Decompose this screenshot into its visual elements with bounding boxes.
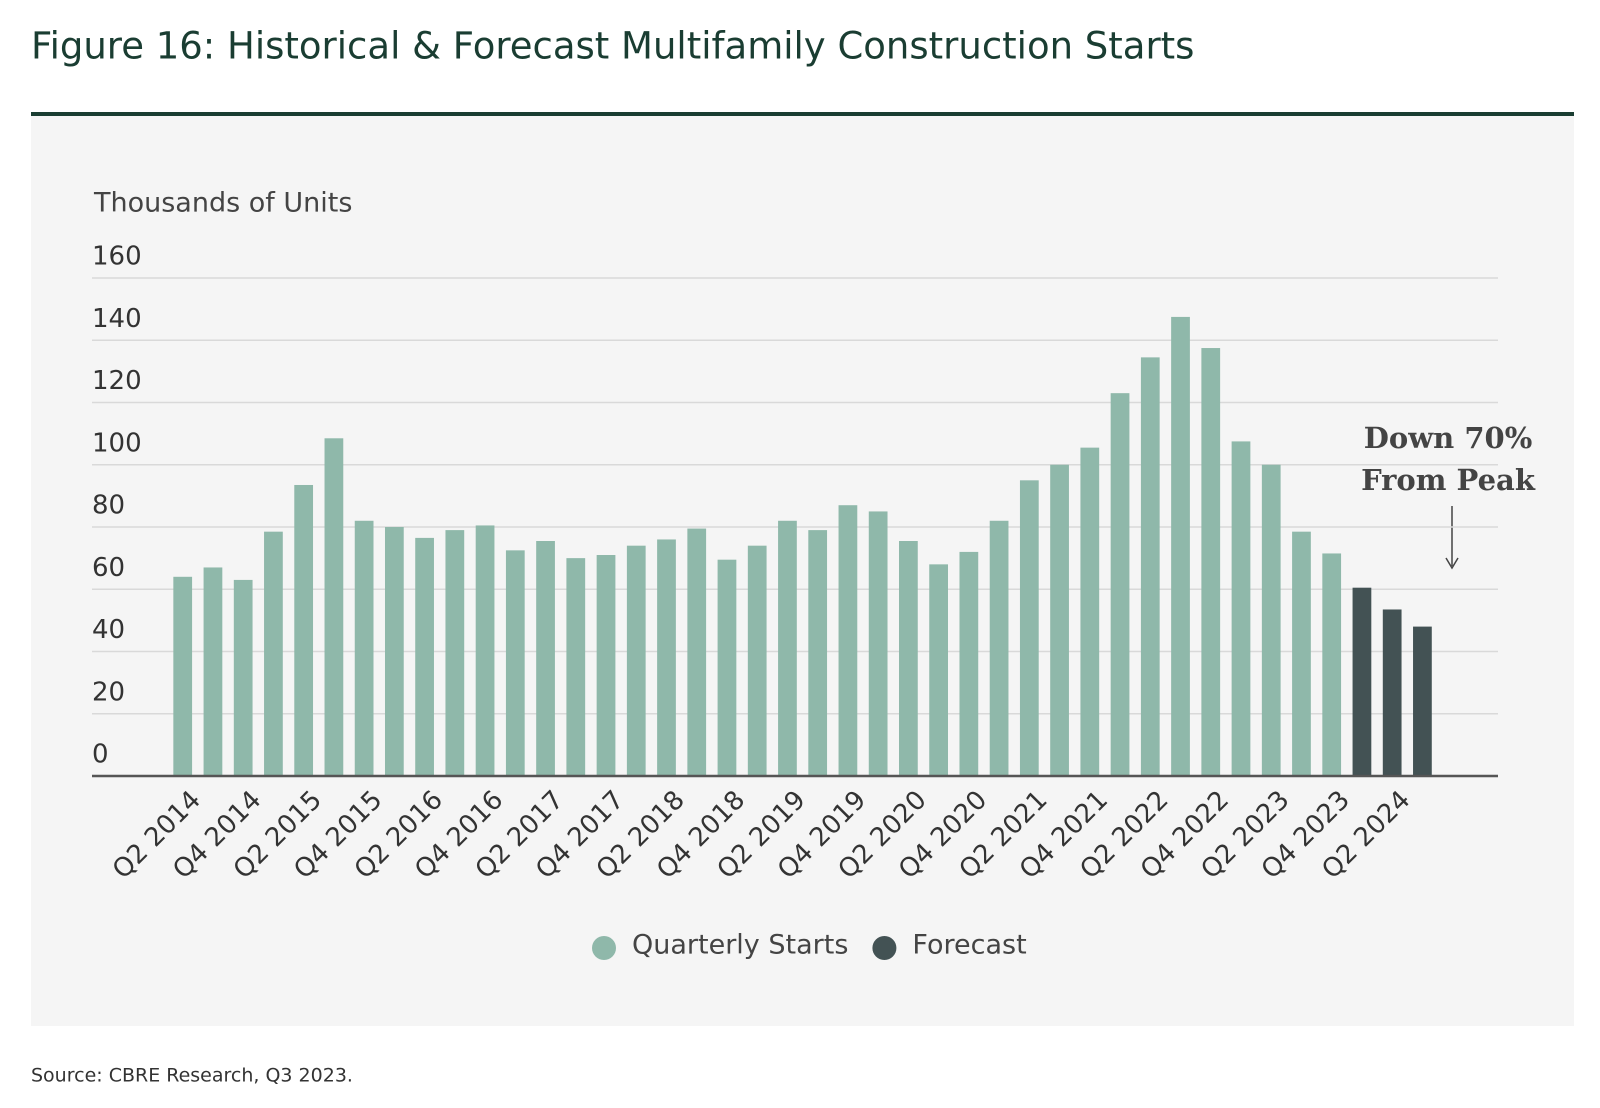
bar bbox=[747, 545, 767, 776]
legend-label: Forecast bbox=[912, 930, 1026, 961]
y-tick-label: 160 bbox=[92, 242, 142, 272]
bar bbox=[1140, 357, 1160, 776]
y-tick-label: 0 bbox=[92, 740, 109, 770]
source-note: Source: CBRE Research, Q3 2023. bbox=[31, 1065, 353, 1087]
annotation: From Peak bbox=[1361, 463, 1536, 497]
bar bbox=[233, 579, 253, 776]
bar bbox=[415, 537, 434, 776]
bar bbox=[717, 559, 737, 776]
bar bbox=[1171, 316, 1190, 776]
y-tick-label: 20 bbox=[92, 677, 125, 707]
bar bbox=[1019, 480, 1039, 776]
bar bbox=[1292, 531, 1311, 776]
y-tick-label: 100 bbox=[92, 428, 142, 458]
y-tick-label: 80 bbox=[92, 491, 125, 521]
y-tick-label: 40 bbox=[92, 615, 125, 645]
bar bbox=[808, 530, 828, 776]
bar bbox=[1322, 553, 1342, 776]
bar bbox=[899, 541, 918, 776]
y-axis-label: Thousands of Units bbox=[93, 188, 352, 219]
bar bbox=[596, 555, 616, 776]
bar bbox=[1050, 464, 1069, 776]
bar bbox=[1261, 464, 1281, 776]
bar bbox=[324, 438, 344, 776]
bar bbox=[778, 520, 797, 776]
bar bbox=[1110, 393, 1130, 776]
legend-label: Quarterly Starts bbox=[632, 930, 848, 961]
bar bbox=[1413, 626, 1432, 776]
y-tick-label: 140 bbox=[92, 304, 142, 334]
bar bbox=[294, 484, 314, 776]
bar bbox=[1382, 609, 1402, 776]
bar bbox=[959, 551, 979, 776]
bar bbox=[626, 545, 646, 776]
bar bbox=[566, 558, 586, 776]
bar bbox=[536, 541, 555, 776]
title-rule bbox=[31, 112, 1574, 116]
chart-panel bbox=[31, 116, 1574, 1026]
annotation: Down 70% bbox=[1364, 421, 1533, 455]
bar bbox=[989, 520, 1009, 776]
legend-marker bbox=[872, 936, 897, 960]
y-tick-label: 120 bbox=[92, 366, 142, 396]
bar bbox=[838, 505, 858, 776]
annotation-arrowhead bbox=[1445, 557, 1459, 570]
bar bbox=[868, 511, 888, 776]
bar bbox=[264, 531, 283, 776]
bar bbox=[505, 550, 525, 776]
bar bbox=[475, 525, 495, 776]
y-tick-label: 60 bbox=[92, 553, 125, 583]
chart-title: Figure 16: Historical & Forecast Multifa… bbox=[31, 25, 1194, 68]
bar bbox=[929, 564, 948, 776]
bar bbox=[1352, 587, 1372, 776]
bar bbox=[384, 527, 404, 776]
bar bbox=[1231, 441, 1251, 776]
bar bbox=[173, 576, 193, 776]
bar bbox=[354, 520, 374, 776]
bar bbox=[1201, 348, 1221, 776]
bar bbox=[445, 530, 465, 776]
legend-marker bbox=[592, 936, 616, 960]
bar bbox=[657, 539, 676, 776]
bar bbox=[1080, 447, 1100, 776]
bar bbox=[687, 528, 707, 776]
bar bbox=[203, 567, 223, 776]
